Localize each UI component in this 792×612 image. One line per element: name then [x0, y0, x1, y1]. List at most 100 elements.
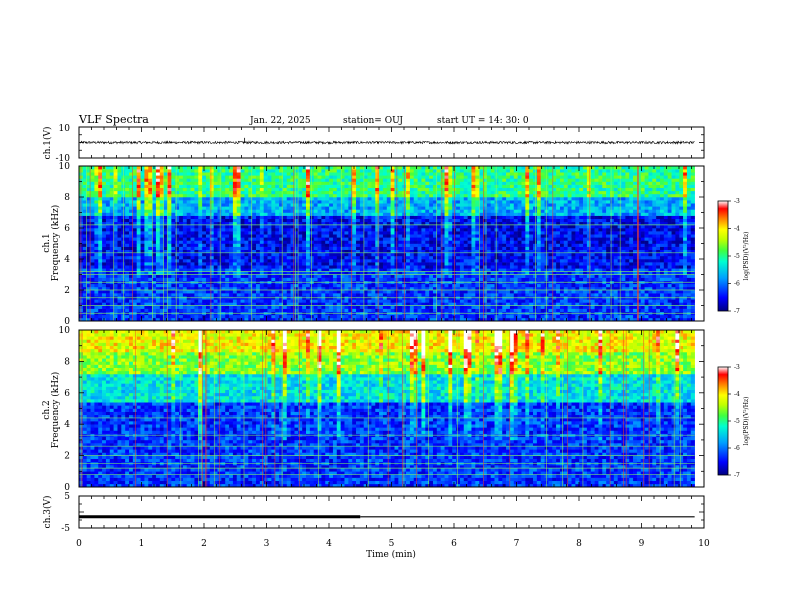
ch1-spectrogram-cell [356, 181, 361, 185]
ch1-spectrogram-cell [163, 172, 168, 176]
ch1-spectrogram-cell [290, 175, 295, 179]
ch1-spectrogram-cell [132, 221, 138, 226]
ch1-spectrogram-cell [232, 215, 238, 219]
ch1-spectrogram-cell [102, 286, 107, 291]
ch1-spectrogram-cell [429, 293, 434, 297]
ch1-spectrogram-cell [152, 271, 157, 275]
ch1-spectrogram-cell [252, 203, 257, 207]
ch1-spectrogram-cell [125, 228, 130, 232]
ch1-spectrogram-cell [236, 255, 241, 260]
ch1-spectrogram-cell [202, 265, 207, 269]
ch1-spectrogram-cell [102, 212, 107, 216]
ch1-spectrogram-cell [348, 193, 353, 198]
ch1-spectrogram-cell [159, 290, 164, 294]
ch1-spectrogram-cell [86, 299, 91, 303]
ch1-waveform-ylabel: ch.1(V) [42, 127, 53, 160]
ch1-spectrogram-cell [198, 181, 203, 185]
ch1-spectrogram-cell [229, 277, 234, 281]
ch1-spectrogram-cell [321, 305, 326, 309]
ch1-spectrogram-cell [290, 302, 295, 306]
ch1-spectrogram-cell [275, 317, 280, 322]
ch1-spectrogram-cell [356, 265, 361, 269]
ch1-spectrogram-cell [152, 274, 157, 278]
ch1-spectrogram-cell [167, 268, 172, 272]
ch1-spectrogram-cell [425, 299, 430, 303]
ch1-spectrogram-cell [240, 181, 245, 185]
ch1-spectrogram-cell [440, 166, 445, 170]
ch1-spectrogram-cell [375, 184, 380, 188]
ch1-spectrogram-cell [259, 271, 264, 275]
ch1-spectrogram-cell [413, 302, 418, 306]
ch1-spectrogram-cell [317, 190, 322, 195]
ch1-spectrogram-cell [317, 252, 322, 257]
ch1-spectrogram-cell [313, 175, 318, 179]
ch1-spectrogram-cell [325, 290, 330, 294]
ch1-spectrogram-cell [436, 255, 441, 260]
ch1-spectrogram-cell [279, 243, 284, 247]
ch1-spectrogram-cell [213, 212, 218, 216]
ch1-spectrogram-cell [413, 305, 418, 309]
ch1-spectrogram-cell [448, 203, 453, 207]
ch1-spectrogram-cell [294, 240, 299, 244]
ch1-spectrogram-cell [436, 203, 441, 207]
ch1-spectrogram-cell [321, 283, 326, 288]
ch1-spectrogram-cell [325, 252, 330, 257]
ch1-spectrogram-cell [240, 209, 245, 213]
ch1-spectrogram-cell [306, 218, 311, 223]
ch1-spectrogram-cell [306, 302, 311, 306]
ch1-spectrogram-cell [140, 187, 145, 192]
ch1-spectrogram-cell [336, 234, 341, 238]
ch1-spectrogram-cell [225, 265, 230, 269]
ch1-spectrogram-cell [282, 203, 288, 207]
ch1-spectrogram-cell [313, 200, 318, 204]
ch1-spectrogram-cell [309, 175, 315, 179]
ch1-spectrogram-cell [444, 193, 449, 198]
ch1-spectrogram-cell [125, 169, 130, 173]
ch1-spectrogram-cell [113, 231, 118, 235]
ch1-spectrogram-cell [155, 203, 161, 207]
ch1-spectrogram-cell [371, 308, 376, 312]
ch1-spectrogram-cell [144, 190, 149, 195]
ch1-spectrogram-cell [429, 305, 434, 309]
ch1-spectrogram-cell [252, 293, 257, 297]
ch1-spectrogram-cell [190, 166, 195, 170]
ch1-spectrogram-cell [252, 206, 257, 210]
ch1-spectrogram-cell [417, 206, 422, 210]
ch1-spectrogram-cell [398, 169, 403, 173]
ch1-spectrogram-cell [382, 262, 388, 266]
ch1-spectrogram-cell [105, 293, 111, 297]
ch1-spectrogram-cell [317, 290, 322, 294]
ch1-spectrogram-cell [317, 314, 322, 319]
ch1-spectrogram-cell [86, 181, 91, 185]
ch1-spectrogram-cell [98, 246, 103, 250]
ch1-spectrogram-cell [363, 181, 368, 185]
ch1-spectrogram-cell [240, 249, 245, 254]
ch1-spectrogram-cell [336, 274, 341, 278]
ch1-spectrogram-cell [102, 231, 107, 235]
ch1-spectrogram-cell [90, 172, 95, 176]
ch1-spectrogram-cell [390, 255, 395, 260]
ch1-spectrogram-cell [290, 187, 295, 192]
ch1-spectrogram-cell [279, 268, 284, 272]
ch1-spectrogram-cell [444, 277, 449, 281]
ch1-spectrogram-cell [98, 265, 103, 269]
ch1-spectrogram-cell [259, 166, 264, 170]
ch1-spectrogram-cell [82, 308, 87, 312]
ch1-spectrogram-cell [332, 259, 338, 263]
ch1-spectrogram-cell [209, 172, 214, 176]
ch1-spectrogram-cell [367, 178, 372, 182]
ch1-spectrogram-cell [313, 286, 318, 291]
ch1-spectrogram-cell [386, 265, 391, 269]
ch1-spectrogram-cell [129, 224, 134, 229]
ch1-spectrogram-cell [221, 215, 226, 219]
ch1-spectrogram-cell [132, 203, 138, 207]
ch1-spectrogram-cell [336, 197, 341, 201]
ch1-spectrogram-cell [352, 246, 357, 250]
ch1-spectrogram-cell [102, 274, 107, 278]
ch1-spectrogram-cell [159, 271, 164, 275]
ch1-spectrogram-cell [267, 314, 272, 319]
ch1-spectrogram-cell [267, 231, 272, 235]
ch1-spectrogram-cell [113, 290, 118, 294]
ch1-spectrogram-cell [105, 166, 111, 170]
ch1-spectrogram-cell [202, 286, 207, 291]
